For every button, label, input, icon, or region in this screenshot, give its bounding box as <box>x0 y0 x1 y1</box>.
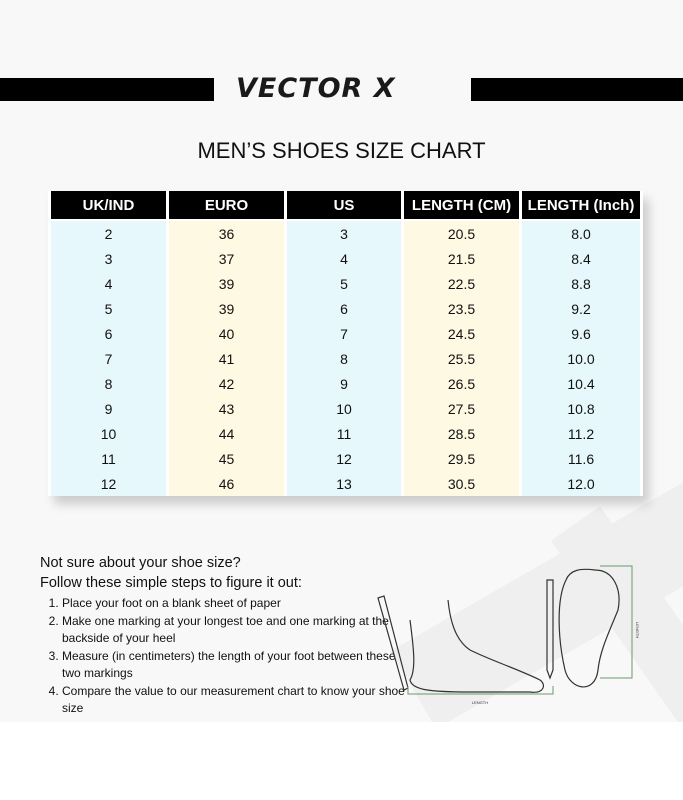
table-cell: 6 <box>287 296 401 321</box>
table-row: 9 43 10 27.5 10.8 <box>51 396 640 421</box>
table-row: 4 39 5 22.5 8.8 <box>51 271 640 296</box>
table-cell: 9.6 <box>522 321 640 346</box>
table-cell: 43 <box>169 396 284 421</box>
table-cell: 42 <box>169 371 284 396</box>
table-row: 2 36 3 20.5 8.0 <box>51 221 640 246</box>
table-row: 11 45 12 29.5 11.6 <box>51 446 640 471</box>
column-header: LENGTH (Inch) <box>522 191 640 221</box>
table-row: 8 42 9 26.5 10.4 <box>51 371 640 396</box>
table-cell: 37 <box>169 246 284 271</box>
table-cell: 4 <box>287 246 401 271</box>
help-subheading: Follow these simple steps to figure it o… <box>40 575 302 591</box>
table-cell: 20.5 <box>404 221 519 246</box>
table-cell: 41 <box>169 346 284 371</box>
table-cell: 5 <box>51 296 166 321</box>
table-cell: 30.5 <box>404 471 519 496</box>
table-cell: 44 <box>169 421 284 446</box>
table-cell: 8 <box>287 346 401 371</box>
column-header: LENGTH (CM) <box>404 191 519 221</box>
table-cell: 10 <box>51 421 166 446</box>
table-cell: 2 <box>51 221 166 246</box>
table-cell: 11 <box>51 446 166 471</box>
table-cell: 12.0 <box>522 471 640 496</box>
step-item: Compare the value to our measurement cha… <box>62 683 407 718</box>
table-cell: 6 <box>51 321 166 346</box>
step-item: Make one marking at your longest toe and… <box>62 613 407 648</box>
table-cell: 12 <box>287 446 401 471</box>
table-cell: 8 <box>51 371 166 396</box>
table-row: 10 44 11 28.5 11.2 <box>51 421 640 446</box>
help-heading: Not sure about your shoe size? <box>40 555 241 571</box>
brand-logo: VECTOR X <box>236 73 396 104</box>
step-item: Measure (in centimeters) the length of y… <box>62 648 407 683</box>
table-cell: 46 <box>169 471 284 496</box>
table-cell: 7 <box>287 321 401 346</box>
table-cell: 40 <box>169 321 284 346</box>
length-bracket <box>600 565 633 679</box>
foot-top-outline <box>558 568 620 688</box>
table-cell: 10 <box>287 396 401 421</box>
measure-instructions: Not sure about your shoe size? Follow th… <box>40 553 407 718</box>
table-cell: 4 <box>51 271 166 296</box>
table-row: 6 40 7 24.5 9.6 <box>51 321 640 346</box>
table-cell: 23.5 <box>404 296 519 321</box>
table-row: 3 37 4 21.5 8.4 <box>51 246 640 271</box>
table-cell: 12 <box>51 471 166 496</box>
table-cell: 10.8 <box>522 396 640 421</box>
table-cell: 10.0 <box>522 346 640 371</box>
table-cell: 13 <box>287 471 401 496</box>
table-cell: 5 <box>287 271 401 296</box>
table-cell: 8.8 <box>522 271 640 296</box>
table-cell: 9 <box>51 396 166 421</box>
table-cell: 11.2 <box>522 421 640 446</box>
table-cell: 24.5 <box>404 321 519 346</box>
length-bracket <box>407 686 554 695</box>
table-header-row: UK/IND EURO US LENGTH (CM) LENGTH (Inch) <box>51 191 640 221</box>
table-cell: 3 <box>51 246 166 271</box>
pencil-icon <box>546 579 554 680</box>
table-row: 5 39 6 23.5 9.2 <box>51 296 640 321</box>
table-cell: 8.4 <box>522 246 640 271</box>
table-cell: 28.5 <box>404 421 519 446</box>
table-cell: 22.5 <box>404 271 519 296</box>
table-cell: 11.6 <box>522 446 640 471</box>
length-label: LENGTH <box>472 700 488 705</box>
table-cell: 3 <box>287 221 401 246</box>
table-cell: 8.0 <box>522 221 640 246</box>
table-row: 7 41 8 25.5 10.0 <box>51 346 640 371</box>
table-cell: 27.5 <box>404 396 519 421</box>
table-cell: 29.5 <box>404 446 519 471</box>
table-cell: 39 <box>169 271 284 296</box>
table-row: 12 46 13 30.5 12.0 <box>51 471 640 496</box>
table-cell: 9 <box>287 371 401 396</box>
table-cell: 36 <box>169 221 284 246</box>
table-cell: 21.5 <box>404 246 519 271</box>
header-bar-left <box>0 78 214 101</box>
table-cell: 10.4 <box>522 371 640 396</box>
table-cell: 45 <box>169 446 284 471</box>
table-cell: 11 <box>287 421 401 446</box>
foot-side-outline <box>409 599 545 693</box>
pencil-icon <box>377 595 409 691</box>
page-title: MEN’S SHOES SIZE CHART <box>197 138 486 163</box>
column-header: UK/IND <box>51 191 166 221</box>
steps-list: Place your foot on a blank sheet of pape… <box>40 595 407 718</box>
table-cell: 26.5 <box>404 371 519 396</box>
foot-measure-illustration: LENGTH LENGTH <box>377 565 640 705</box>
table-cell: 25.5 <box>404 346 519 371</box>
header-bar-right <box>471 78 683 101</box>
step-item: Place your foot on a blank sheet of pape… <box>62 595 407 613</box>
column-header: EURO <box>169 191 284 221</box>
column-header: US <box>287 191 401 221</box>
table-cell: 9.2 <box>522 296 640 321</box>
brand-logo-text: VECTOR X <box>236 73 396 104</box>
table-cell: 39 <box>169 296 284 321</box>
table-cell: 7 <box>51 346 166 371</box>
size-chart-table: UK/IND EURO US LENGTH (CM) LENGTH (Inch) 2 36… <box>48 191 643 496</box>
length-label: LENGTH <box>635 622 640 638</box>
